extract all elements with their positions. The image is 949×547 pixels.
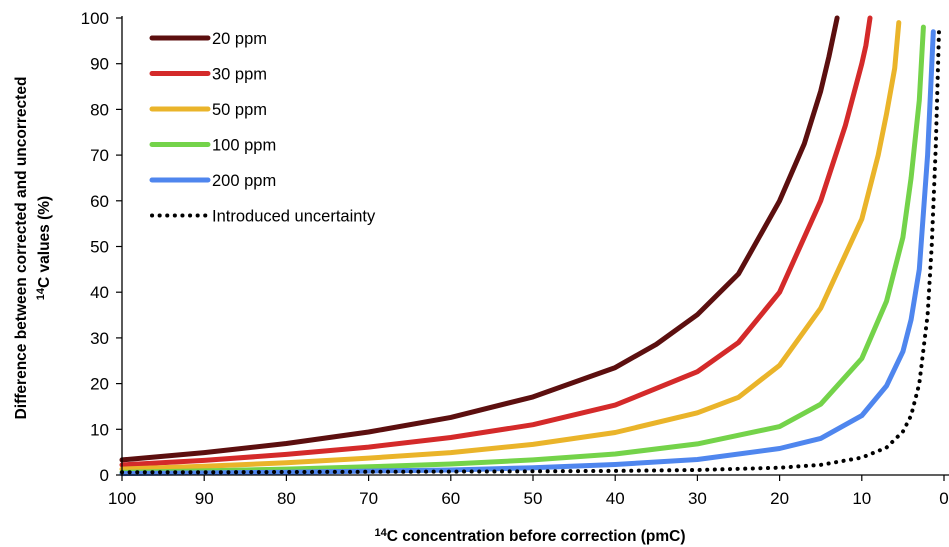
y-axis-title-text: C values (%)	[36, 196, 53, 288]
x-tick-label: 100	[108, 489, 136, 508]
x-tick-label: 40	[606, 489, 625, 508]
x-tick-label: 50	[524, 489, 543, 508]
series-line-introduced-uncertainty	[120, 25, 942, 475]
x-tick-label: 0	[939, 489, 948, 508]
y-tick-label: 70	[90, 146, 109, 165]
y-tick-label: 80	[90, 100, 109, 119]
legend-label-50-ppm: 50 ppm	[212, 101, 267, 119]
y-tick-label: 50	[90, 238, 109, 257]
x-tick-label: 20	[770, 489, 789, 508]
y-tick-label: 60	[90, 192, 109, 211]
x-tick-label: 30	[688, 489, 707, 508]
plot-series	[119, 15, 942, 477]
series-line-30-ppm	[119, 15, 873, 468]
y-tick-label: 90	[90, 55, 109, 74]
series-line-50-ppm	[119, 20, 902, 472]
y-tick-label: 10	[90, 420, 109, 439]
legend-label-introduced-uncertainty: Introduced uncertainty	[212, 208, 376, 226]
legend-label-200-ppm: 200 ppm	[212, 172, 276, 190]
x-tick-label: 80	[277, 489, 296, 508]
series-line-20-ppm	[119, 15, 840, 463]
x-axis-title: 14C concentration before correction (pmC…	[374, 527, 685, 545]
legend-label-100-ppm: 100 ppm	[212, 137, 276, 155]
x-axis-title-text: C concentration before correction (pmC)	[387, 528, 686, 545]
x-tick-label: 10	[852, 489, 871, 508]
y-tick-label: 40	[90, 283, 109, 302]
y-tick-label: 30	[90, 329, 109, 348]
series-line-100-ppm	[119, 24, 926, 475]
x-tick-label: 60	[441, 489, 460, 508]
y-tick-label: 20	[90, 375, 109, 394]
legend-label-20-ppm: 20 ppm	[212, 30, 267, 48]
legend-label-30-ppm: 30 ppm	[212, 66, 267, 84]
x-tick-label: 90	[195, 489, 214, 508]
y-tick-label: 100	[81, 9, 109, 28]
y-axis-title-sup: 14	[35, 287, 47, 300]
legend: 20 ppm 30 ppm 50 ppm 100 ppm 200 ppm Introduc…	[149, 30, 376, 226]
y-axis-title-line1: Difference between corrected and uncorre…	[13, 77, 30, 420]
x-tick-label: 70	[359, 489, 378, 508]
y-tick-label: 0	[100, 466, 109, 485]
y-axis-title-line2: 14C values (%)	[35, 196, 53, 300]
x-axis-title-sup: 14	[374, 527, 387, 539]
